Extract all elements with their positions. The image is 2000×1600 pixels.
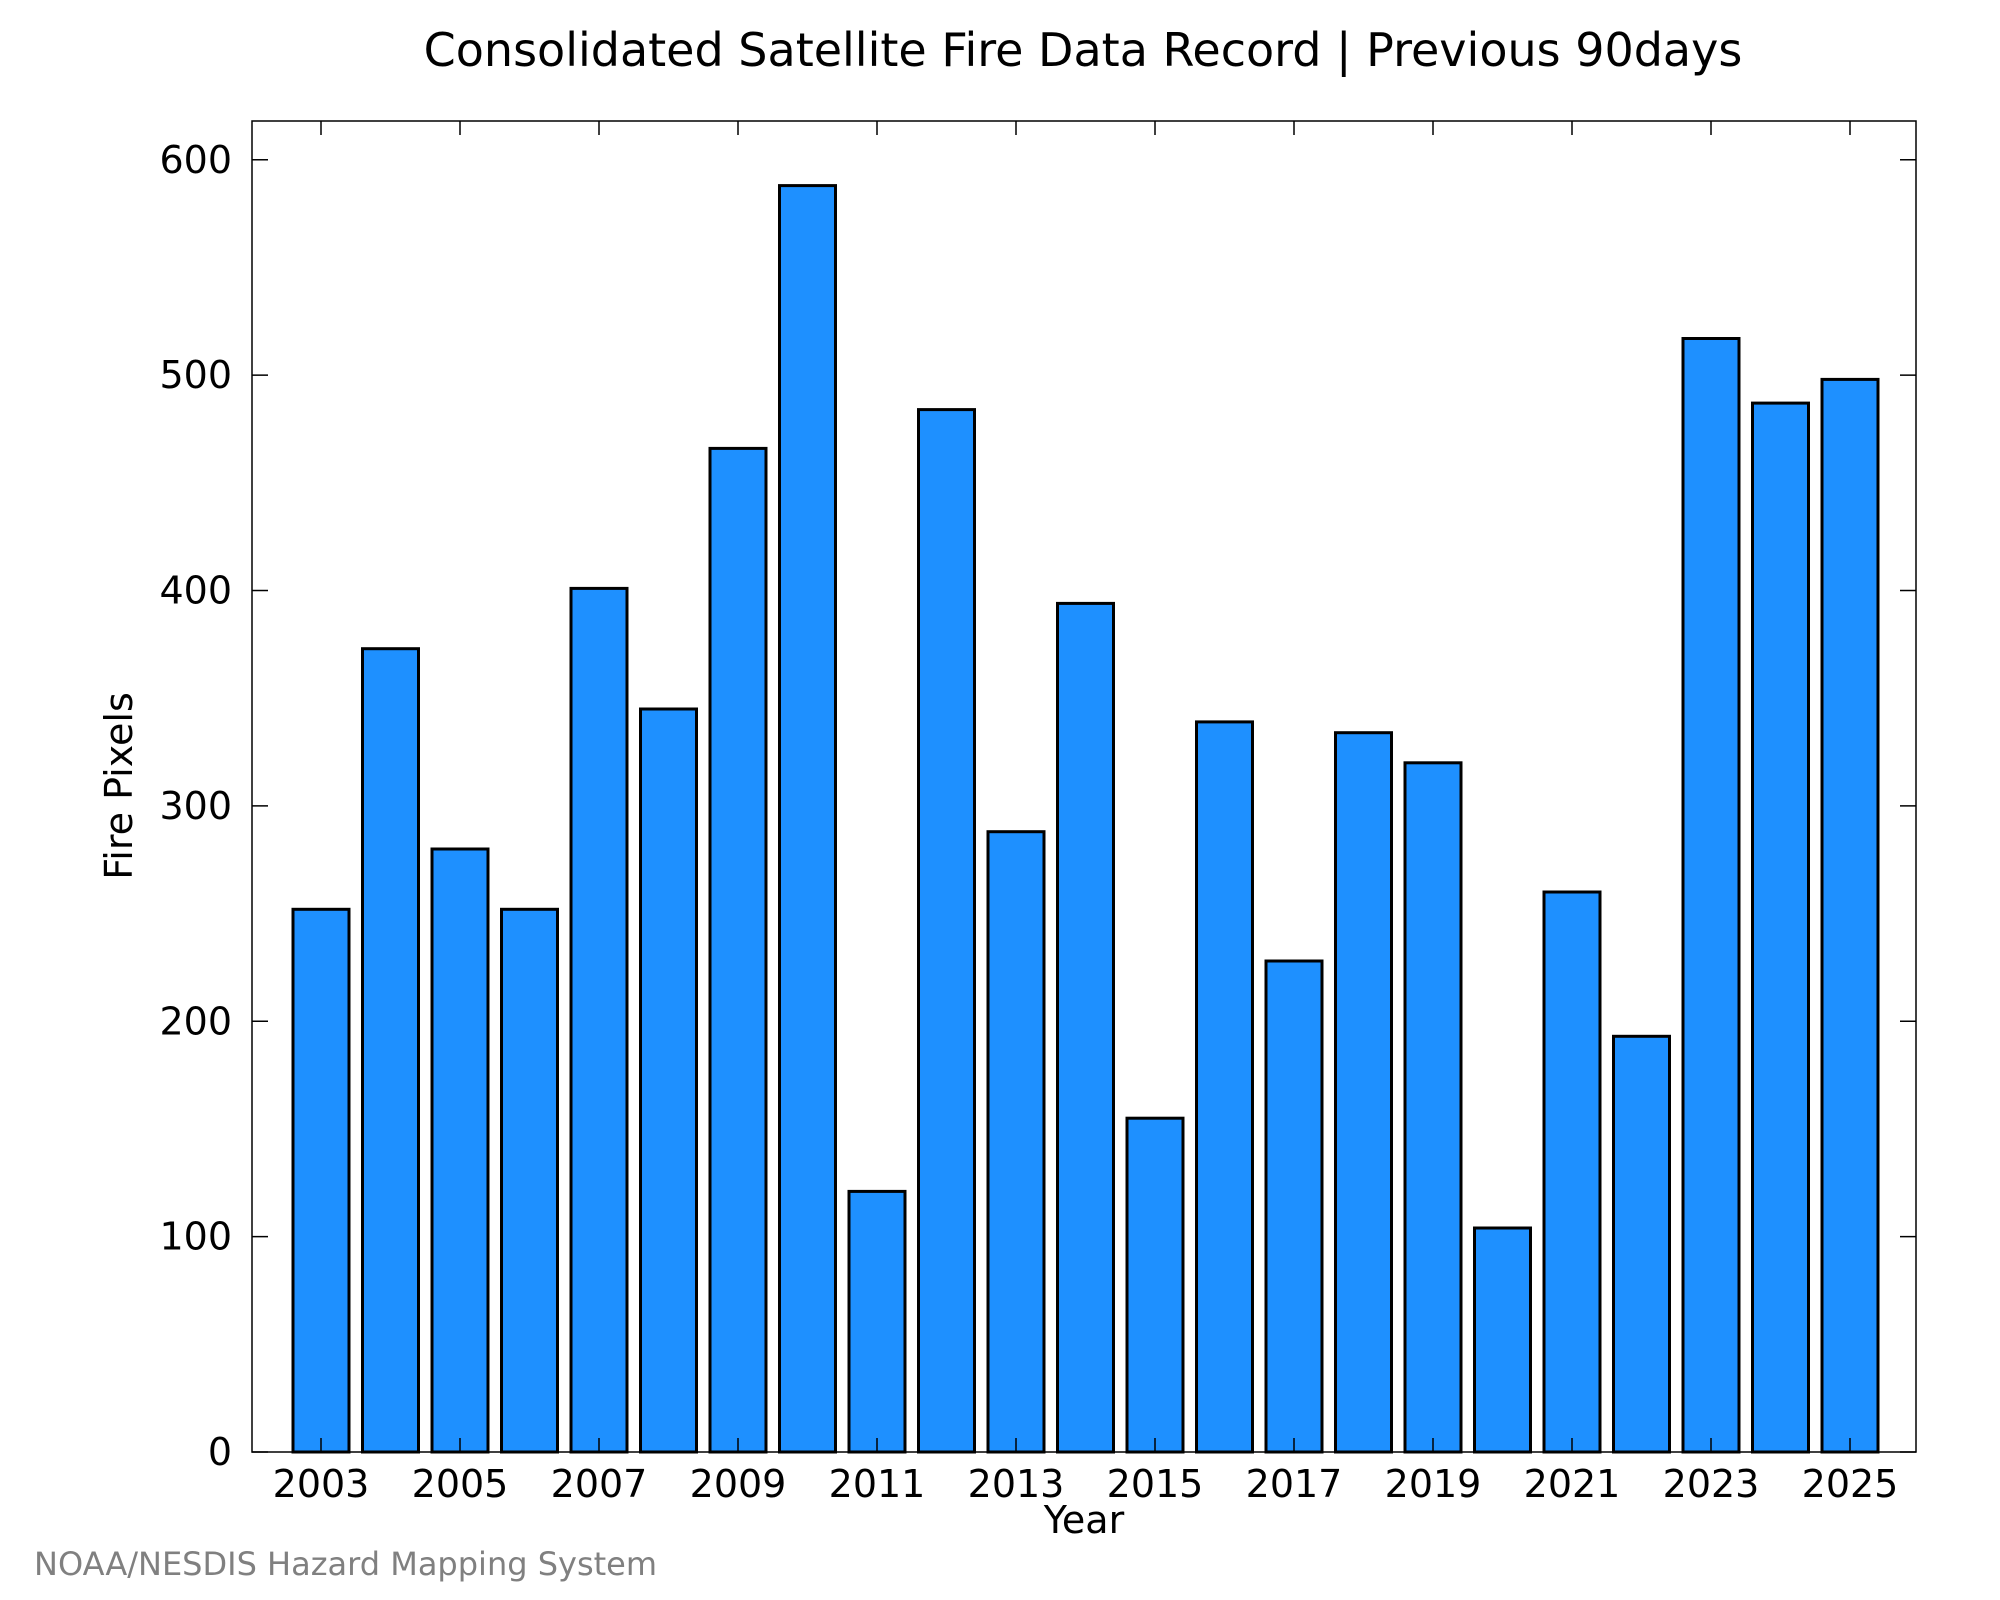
bar-2003 <box>291 907 351 1454</box>
y-tick-label: 400 <box>159 569 232 613</box>
x-tick-label: 2013 <box>968 1462 1065 1506</box>
bar-2020 <box>1473 1226 1532 1454</box>
y-tick-label: 200 <box>159 999 232 1043</box>
bar-2014 <box>1056 601 1115 1454</box>
bar-2008 <box>639 707 698 1454</box>
x-axis-title: Year <box>1043 1498 1125 1542</box>
x-tick-label: 2025 <box>1802 1462 1899 1506</box>
bar-2012 <box>917 408 976 1454</box>
bar-2016 <box>1195 720 1254 1454</box>
credit-text: NOAA/NESDIS Hazard Mapping System <box>34 1545 657 1583</box>
bar-2024 <box>1751 401 1810 1454</box>
plot-frame <box>251 120 1917 1453</box>
bar-2007 <box>569 586 629 1454</box>
x-tick-label: 2017 <box>1246 1462 1343 1506</box>
y-tick-labels: 0 100 200 300 400 500 600 <box>159 138 232 1474</box>
y-tick-label: 600 <box>159 138 232 182</box>
bar-2022 <box>1612 1034 1671 1454</box>
bar-2006 <box>500 907 559 1454</box>
bar-2023 <box>1681 337 1741 1454</box>
y-tick-label: 500 <box>159 353 232 397</box>
ticks-layer <box>252 121 1916 1453</box>
bar-2013 <box>986 830 1046 1454</box>
chart-title: Consolidated Satellite Fire Data Record … <box>424 23 1743 78</box>
bar-2021 <box>1542 890 1602 1454</box>
x-tick-label: 2003 <box>273 1462 370 1506</box>
bar-2019 <box>1403 761 1463 1454</box>
x-tick-label: 2007 <box>551 1462 648 1506</box>
bar-2025 <box>1820 377 1880 1454</box>
bar-2015 <box>1125 1116 1185 1454</box>
y-tick-label: 0 <box>208 1430 232 1474</box>
bar-2017 <box>1264 959 1324 1454</box>
bar-2005 <box>430 847 490 1454</box>
bar-2009 <box>708 446 768 1454</box>
x-tick-label: 2005 <box>412 1462 509 1506</box>
y-tick-label: 300 <box>159 784 232 828</box>
x-tick-labels: 2003 2005 2007 2009 2011 2013 2015 2017 2019 2021… <box>273 1462 1899 1506</box>
bar-2011 <box>847 1189 907 1454</box>
x-tick-label: 2011 <box>829 1462 926 1506</box>
bars-layer <box>291 184 1880 1454</box>
y-tick-label: 100 <box>159 1215 232 1259</box>
x-tick-label: 2023 <box>1663 1462 1760 1506</box>
x-tick-label: 2021 <box>1524 1462 1621 1506</box>
y-axis-title: Fire Pixels <box>97 692 141 880</box>
bar-2010 <box>778 184 837 1454</box>
bar-2004 <box>361 647 420 1454</box>
bar-2018 <box>1334 731 1393 1454</box>
x-tick-label: 2019 <box>1385 1462 1482 1506</box>
x-tick-label: 2009 <box>690 1462 787 1506</box>
x-tick-label: 2015 <box>1107 1462 1204 1506</box>
